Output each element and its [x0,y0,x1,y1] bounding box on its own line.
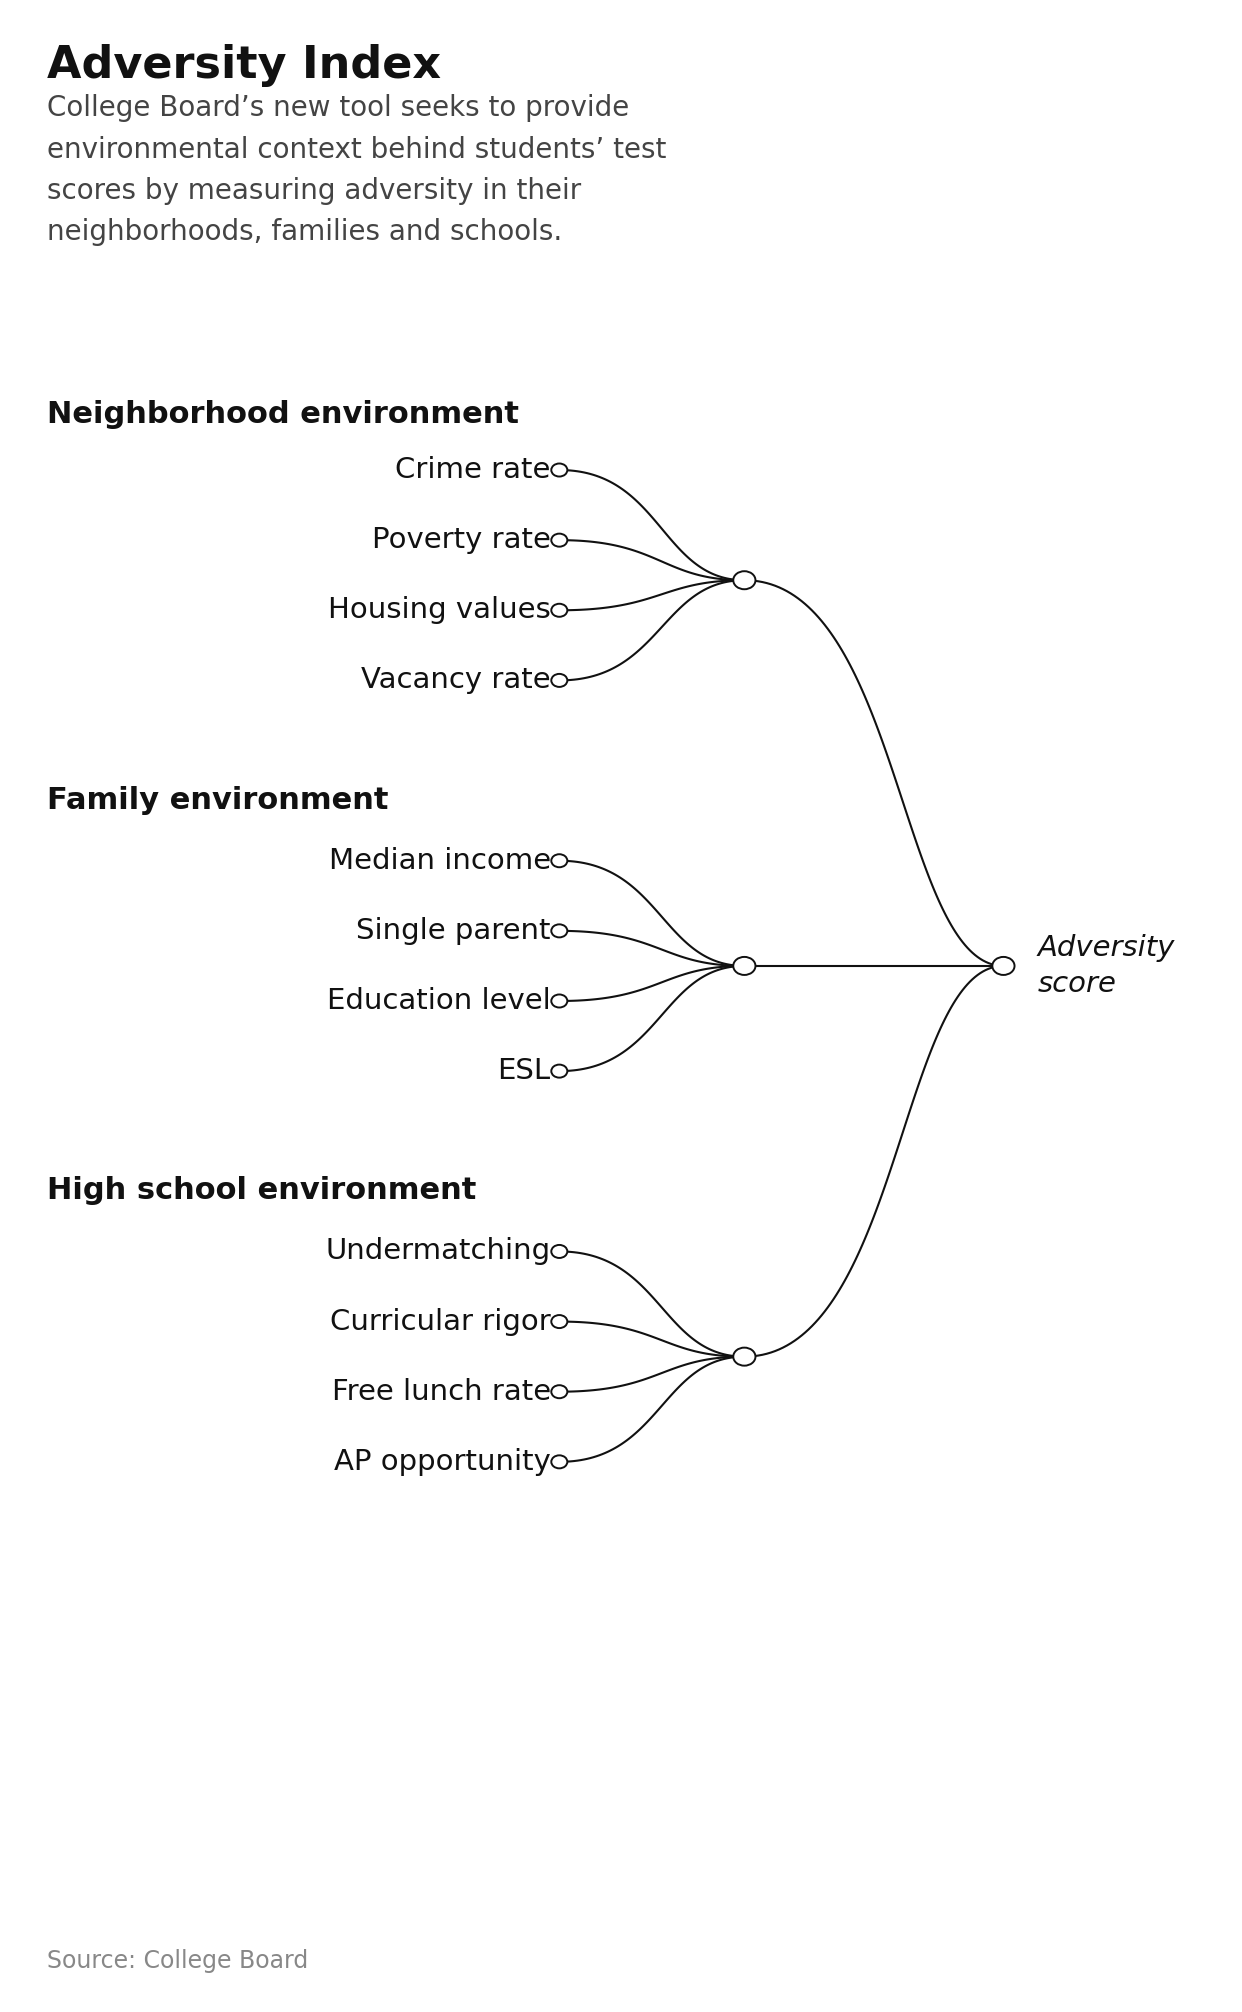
Circle shape [551,1455,568,1469]
Circle shape [551,1316,568,1328]
Text: Source: College Board: Source: College Board [47,1950,308,1974]
Text: Crime rate: Crime rate [395,457,550,485]
Text: Single parent: Single parent [356,917,550,946]
Text: Neighborhood environment: Neighborhood environment [47,400,519,429]
Circle shape [551,533,568,547]
Text: Adversity Index: Adversity Index [47,44,441,87]
Text: Curricular rigor: Curricular rigor [330,1308,550,1336]
Text: College Board’s new tool seeks to provide
environmental context behind students’: College Board’s new tool seeks to provid… [47,95,667,245]
Circle shape [551,855,568,867]
Circle shape [733,958,755,976]
Text: Median income: Median income [329,847,550,875]
Text: High school environment: High school environment [47,1177,477,1205]
Circle shape [733,1348,755,1366]
Text: Adversity
score: Adversity score [1038,934,1175,998]
Circle shape [733,571,755,590]
Circle shape [551,1245,568,1258]
Circle shape [551,604,568,618]
Text: Family environment: Family environment [47,785,389,815]
Circle shape [551,463,568,477]
Text: Vacancy rate: Vacancy rate [361,666,550,694]
Text: ESL: ESL [498,1056,550,1084]
Text: Housing values: Housing values [328,596,550,624]
Text: Poverty rate: Poverty rate [371,527,550,553]
Circle shape [551,924,568,938]
Circle shape [551,994,568,1008]
Text: Education level: Education level [327,988,550,1014]
Circle shape [551,1064,568,1078]
Circle shape [992,958,1015,976]
Circle shape [551,1384,568,1398]
Circle shape [551,674,568,686]
Text: Undermatching: Undermatching [325,1237,550,1266]
Text: AP opportunity: AP opportunity [334,1449,550,1477]
Text: Free lunch rate: Free lunch rate [332,1378,550,1406]
